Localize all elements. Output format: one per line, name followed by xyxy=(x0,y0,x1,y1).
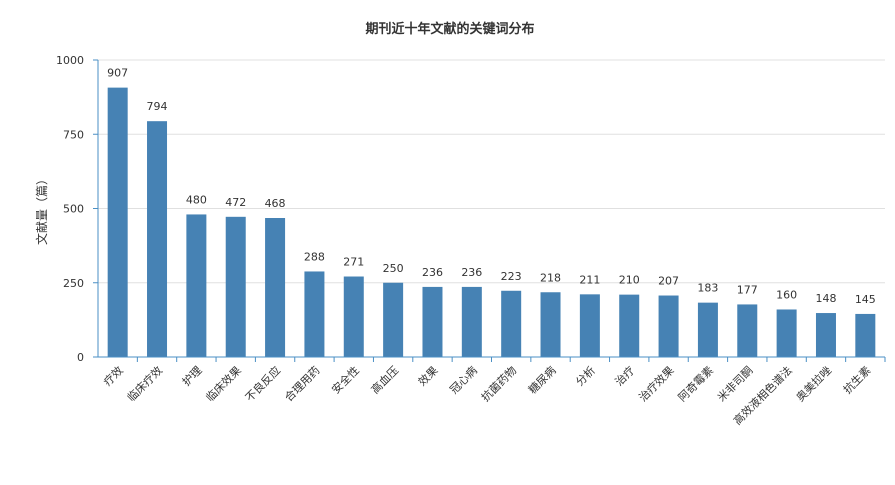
bar[interactable] xyxy=(579,294,600,357)
x-tick-label: 米非司酮 xyxy=(715,364,755,404)
y-axis-title: 文献量（篇） xyxy=(34,173,49,245)
data-labels: 907 794 480 472 468 288 271 250 236 236 223 218 211 2… xyxy=(107,67,876,306)
chart-title: 期刊近十年文献的关键词分布 xyxy=(365,21,534,37)
data-label: 236 xyxy=(461,266,482,279)
axes: 0 250 500 750 1000 疗效 临床疗效 护理 临床效果 不良反应 合理用药 安全性 高血压… xyxy=(56,54,886,428)
data-label: 907 xyxy=(107,67,128,80)
grid-lines xyxy=(98,59,885,284)
data-label: 271 xyxy=(343,256,364,269)
bar[interactable] xyxy=(737,304,758,357)
x-tick-label: 临床效果 xyxy=(203,363,244,404)
x-tick-label: 治疗 xyxy=(612,363,637,388)
bar[interactable] xyxy=(383,282,404,357)
x-tick-label: 奥美拉唑 xyxy=(793,363,834,404)
data-label: 218 xyxy=(540,271,561,284)
x-tick-label: 阿奇霉素 xyxy=(676,364,716,404)
bar[interactable] xyxy=(461,286,482,357)
x-tick-label: 效果 xyxy=(415,363,440,388)
data-label: 211 xyxy=(579,273,600,286)
bar[interactable] xyxy=(304,271,325,357)
x-tick-label: 不良反应 xyxy=(242,363,283,404)
bar[interactable] xyxy=(776,309,797,357)
bar[interactable] xyxy=(619,294,640,357)
data-label: 223 xyxy=(501,270,522,283)
data-label: 468 xyxy=(265,197,286,210)
bar[interactable] xyxy=(225,216,246,357)
data-label: 160 xyxy=(776,288,797,301)
x-tick-label: 糖尿病 xyxy=(525,363,558,396)
bar[interactable] xyxy=(422,286,443,357)
data-label: 236 xyxy=(422,266,443,279)
bar[interactable] xyxy=(855,313,876,357)
x-tick-label: 护理 xyxy=(179,363,204,388)
data-label: 177 xyxy=(737,283,758,296)
y-tick-label: 0 xyxy=(77,351,84,364)
bar[interactable] xyxy=(540,292,561,357)
data-label: 472 xyxy=(225,196,246,209)
bar[interactable] xyxy=(186,214,207,357)
data-label: 794 xyxy=(147,100,168,113)
data-label: 183 xyxy=(697,282,718,295)
x-tick-label: 疗效 xyxy=(100,363,125,388)
bar-series xyxy=(107,87,876,357)
bar[interactable] xyxy=(697,302,718,357)
data-label: 148 xyxy=(815,292,836,305)
bar[interactable] xyxy=(107,87,128,357)
data-label: 250 xyxy=(383,262,404,275)
y-tick-label: 1000 xyxy=(56,54,84,67)
data-label: 480 xyxy=(186,193,207,206)
y-tick-label: 750 xyxy=(63,128,84,141)
x-tick-label: 治疗效果 xyxy=(636,363,677,404)
bar[interactable] xyxy=(343,276,364,357)
x-tick-label: 抗生素 xyxy=(840,363,873,396)
data-label: 288 xyxy=(304,250,325,263)
data-label: 207 xyxy=(658,275,679,288)
x-tick-label: 分析 xyxy=(573,363,598,388)
x-tick-label: 冠心病 xyxy=(447,363,480,396)
x-tick-label: 安全性 xyxy=(329,363,362,396)
x-tick-label: 合理用药 xyxy=(282,363,323,404)
y-tick-label: 500 xyxy=(63,203,84,216)
x-tick-label: 高血压 xyxy=(368,363,401,396)
bar[interactable] xyxy=(501,290,522,357)
bar[interactable] xyxy=(658,295,679,357)
x-tick-label: 抗菌药物 xyxy=(478,363,519,404)
y-tick-label: 250 xyxy=(63,277,84,290)
x-tick-label: 临床疗效 xyxy=(124,363,165,404)
bar[interactable] xyxy=(147,121,168,357)
data-label: 210 xyxy=(619,274,640,287)
bar[interactable] xyxy=(265,218,286,357)
data-label: 145 xyxy=(855,293,876,306)
bar[interactable] xyxy=(815,313,836,357)
